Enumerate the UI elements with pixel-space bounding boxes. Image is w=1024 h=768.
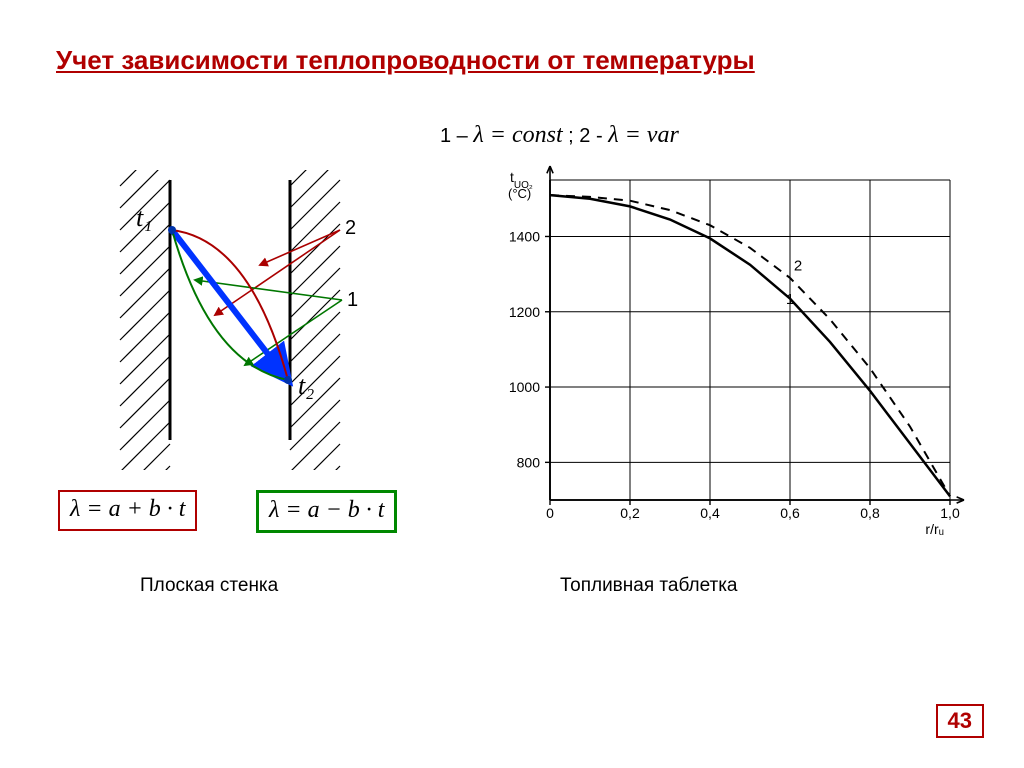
- t1-label: t₁: [136, 203, 152, 232]
- page-title: Учет зависимости теплопроводности от тем…: [56, 44, 755, 77]
- legend-sep: ;: [568, 125, 579, 147]
- legend-1-formula: λ = const: [473, 122, 562, 148]
- legend-2-formula: λ = var: [608, 122, 679, 148]
- formula-red: λ = a + b · t: [58, 490, 197, 531]
- flat-wall-diagram: t₁ t₂ 2 1: [60, 170, 390, 470]
- legend-1-prefix: 1 –: [440, 125, 473, 147]
- svg-text:1200: 1200: [509, 304, 540, 320]
- svg-text:800: 800: [517, 454, 541, 470]
- svg-text:0,6: 0,6: [780, 505, 800, 521]
- t2-label: t₂: [298, 371, 314, 400]
- svg-text:0,2: 0,2: [620, 505, 640, 521]
- svg-text:0: 0: [546, 505, 554, 521]
- label-2: 2: [345, 217, 356, 239]
- svg-text:0,4: 0,4: [700, 505, 720, 521]
- legend: 1 – λ = const ; 2 - λ = var: [440, 122, 679, 149]
- svg-text:1400: 1400: [509, 228, 540, 244]
- svg-text:r/rᵤ: r/rᵤ: [925, 521, 944, 537]
- caption-right: Топливная таблетка: [560, 575, 738, 597]
- legend-2-prefix: 2 -: [579, 125, 608, 147]
- caption-left: Плоская стенка: [140, 575, 278, 597]
- svg-text:1: 1: [786, 291, 794, 308]
- fuel-pellet-chart: 00,20,40,60,81,0800100012001400 r/rᵤtUO₂…: [480, 160, 980, 560]
- label-1: 1: [347, 289, 358, 311]
- svg-text:1000: 1000: [509, 379, 540, 395]
- svg-text:0,8: 0,8: [860, 505, 880, 521]
- svg-text:1,0: 1,0: [940, 505, 960, 521]
- formula-green: λ = a − b · t: [256, 490, 397, 533]
- page-number: 43: [936, 704, 984, 738]
- svg-text:2: 2: [794, 257, 802, 274]
- svg-text:(°C): (°C): [508, 186, 531, 201]
